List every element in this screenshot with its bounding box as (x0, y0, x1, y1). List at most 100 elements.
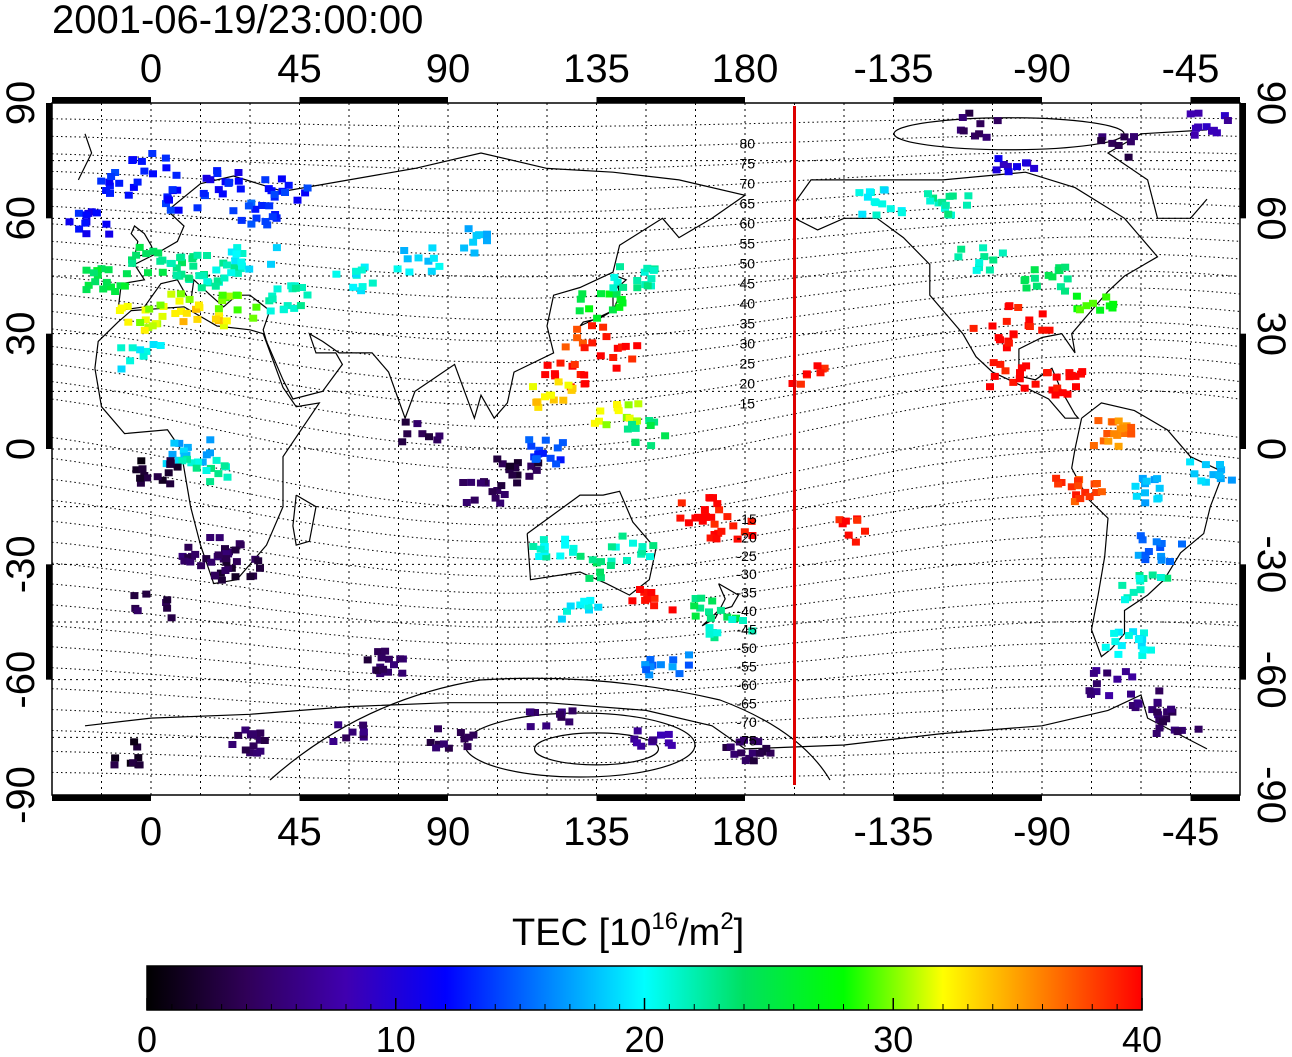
tec-cell (741, 757, 750, 765)
tec-cell (296, 302, 305, 310)
frame-bar-right (1240, 564, 1246, 680)
tec-cell (1056, 283, 1065, 291)
tec-cell (65, 218, 74, 226)
tec-cell (148, 150, 157, 157)
polar-contour-south-outer (269, 677, 831, 781)
tec-cell (203, 278, 212, 286)
tec-cell (483, 230, 491, 238)
tec-cell (435, 262, 444, 270)
tec-cell (656, 661, 665, 669)
tec-cell (82, 286, 91, 294)
tec-cell (234, 169, 243, 176)
tec-cell (1202, 123, 1211, 131)
tec-cell (576, 601, 585, 609)
contour-label: -60 (737, 677, 757, 693)
tec-cell (1089, 669, 1098, 677)
lon-label-top: 0 (140, 47, 162, 91)
tec-cell (1173, 728, 1182, 736)
tec-cell (117, 344, 126, 352)
tec-cell (748, 532, 757, 539)
tec-cell (613, 401, 621, 408)
tec-cell (238, 250, 247, 257)
tec-cell (156, 342, 165, 349)
tec-cell (1153, 708, 1162, 716)
tec-cell (218, 291, 227, 299)
tec-cell (106, 189, 114, 197)
tec-cell (561, 343, 570, 351)
tec-cell (708, 597, 717, 605)
tec-cell (177, 270, 186, 278)
contour-label: 30 (740, 336, 756, 352)
tec-cell (158, 256, 167, 264)
tec-cell (107, 173, 116, 180)
tec-cell (398, 438, 407, 446)
tec-cell (213, 277, 222, 285)
tec-cell (564, 381, 573, 389)
tec-cell (508, 471, 517, 479)
lat-label-right: 30 (1249, 311, 1292, 356)
tec-cell (1022, 159, 1030, 167)
tec-cell (595, 417, 603, 425)
tec-cell (116, 282, 125, 290)
tec-cell (616, 296, 625, 304)
tec-cell (619, 283, 628, 291)
tec-cell (234, 731, 243, 739)
contour-label: 15 (740, 396, 756, 412)
tec-cell (588, 322, 596, 330)
tec-cell (1156, 544, 1165, 551)
tec-cell (1128, 702, 1137, 709)
contour-line (52, 620, 1240, 662)
contour-label: 40 (740, 296, 756, 312)
tec-cell (137, 457, 146, 465)
tec-cell (82, 211, 91, 219)
tec-cell (249, 730, 257, 738)
tec-cell (217, 576, 226, 584)
tec-cell (716, 606, 725, 614)
tec-cell (167, 290, 176, 298)
tec-cell (403, 430, 412, 438)
tec-cell (377, 654, 386, 662)
tec-cell (149, 170, 157, 178)
tec-cell (1113, 675, 1122, 683)
tec-cell (136, 479, 145, 487)
tec-cell (359, 721, 368, 729)
contour-line (52, 134, 1240, 149)
tec-cell (1048, 386, 1057, 394)
tec-cell (167, 614, 176, 622)
tec-cell (988, 322, 997, 330)
tec-cell (640, 588, 649, 596)
tec-cell (1108, 418, 1117, 426)
tec-cell (268, 213, 277, 221)
tec-cell (236, 185, 245, 193)
lat-label-left: 90 (0, 81, 43, 126)
tec-cell (841, 517, 850, 525)
tec-cell (194, 301, 203, 309)
tec-cell (1094, 417, 1103, 425)
tec-cell (737, 749, 746, 757)
tec-cell (178, 457, 187, 465)
tec-cell (226, 292, 235, 300)
tec-cell (172, 271, 181, 279)
tec-cell (749, 757, 758, 765)
tec-cell (1061, 263, 1070, 271)
tec-cell (206, 449, 214, 457)
tec-cell (283, 302, 292, 310)
tec-cell (646, 656, 655, 663)
tec-cell (645, 417, 654, 424)
tec-cell (252, 214, 261, 222)
tec-cell (179, 447, 188, 455)
tec-cell (186, 558, 195, 566)
tec-cell (1118, 581, 1127, 589)
tec-cell (1076, 495, 1085, 503)
tec-cell (154, 249, 163, 257)
tec-cell (1201, 478, 1210, 486)
tec-cell (1092, 480, 1101, 487)
tec-cell (733, 535, 742, 543)
tec-cell (713, 629, 722, 637)
tec-cell (586, 596, 595, 604)
tec-cell (252, 303, 261, 311)
tec-cell (976, 120, 985, 128)
tec-cell (1058, 389, 1067, 397)
tec-cell (1096, 306, 1105, 314)
contour-label: -45 (737, 622, 757, 638)
